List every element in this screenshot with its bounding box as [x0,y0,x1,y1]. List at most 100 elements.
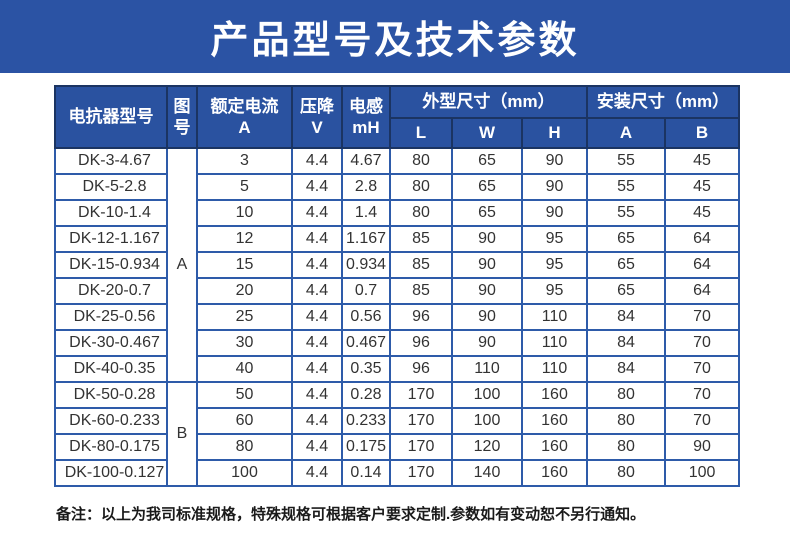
cell-B: 70 [664,355,741,383]
cell-inductance: 0.28 [341,381,391,409]
cell-B: 100 [664,459,741,487]
cell-current: 25 [196,303,293,331]
cell-vdrop: 4.4 [291,173,343,201]
rated-current-label: 额定电流 [210,96,279,116]
col-header-rated-current: 额定电流 A [196,85,293,149]
cell-A: 65 [586,225,667,253]
cell-current: 60 [196,407,293,435]
header-row-1: 电抗器型号 图号 额定电流 A 压降 V 电感 mH 外型尺寸（mm） 安装尺寸… [54,85,741,149]
cell-H: 160 [520,459,589,487]
cell-B: 45 [664,199,741,227]
cell-vdrop: 4.4 [291,329,343,357]
cell-L: 85 [389,251,453,279]
cell-B: 64 [664,277,741,305]
cell-current: 50 [196,381,293,409]
cell-model: DK-100-0.127 [54,459,168,487]
cell-H: 90 [520,199,589,227]
cell-B: 64 [664,225,741,253]
cell-model: DK-10-1.4 [54,199,168,227]
cell-current: 15 [196,251,293,279]
cell-H: 160 [520,381,589,409]
cell-H: 95 [520,225,589,253]
cell-model: DK-5-2.8 [54,173,168,201]
cell-current: 40 [196,355,293,383]
col-header-B: B [664,117,741,149]
cell-inductance: 0.35 [341,355,391,383]
cell-A: 80 [586,433,667,461]
cell-model: DK-3-4.67 [54,147,168,175]
col-header-A: A [586,117,667,149]
col-header-voltage-drop: 压降 V [291,85,343,149]
cell-W: 120 [451,433,523,461]
cell-current: 10 [196,199,293,227]
cell-A: 84 [586,303,667,331]
cell-W: 90 [451,329,523,357]
cell-inductance: 0.467 [341,329,391,357]
cell-L: 170 [389,407,453,435]
table-row: DK-25-0.56 25 4.4 0.56 96 90 110 84 70 [54,303,741,331]
table-row: DK-12-1.167 12 4.4 1.167 85 90 95 65 64 [54,225,741,253]
cell-A: 65 [586,277,667,305]
cell-H: 90 [520,147,589,175]
cell-B: 70 [664,407,741,435]
cell-B: 70 [664,303,741,331]
cell-L: 170 [389,381,453,409]
cell-A: 55 [586,199,667,227]
cell-H: 160 [520,433,589,461]
cell-model: DK-80-0.175 [54,433,168,461]
cell-inductance: 0.7 [341,277,391,305]
cell-current: 12 [196,225,293,253]
col-header-L: L [389,117,453,149]
cell-L: 96 [389,355,453,383]
col-header-mount-dims: 安装尺寸（mm） [586,85,741,119]
cell-vdrop: 4.4 [291,251,343,279]
table-row: DK-15-0.934 15 4.4 0.934 85 90 95 65 64 [54,251,741,279]
cell-B: 64 [664,251,741,279]
cell-inductance: 1.167 [341,225,391,253]
spec-table: 电抗器型号 图号 额定电流 A 压降 V 电感 mH 外型尺寸（mm） 安装尺寸… [54,85,741,487]
cell-model: DK-40-0.35 [54,355,168,383]
cell-current: 3 [196,147,293,175]
cell-model: DK-60-0.233 [54,407,168,435]
cell-inductance: 0.14 [341,459,391,487]
cell-B: 70 [664,381,741,409]
cell-vdrop: 4.4 [291,277,343,305]
cell-H: 160 [520,407,589,435]
cell-W: 100 [451,407,523,435]
remark-note: 备注：以上为我司标准规格，特殊规格可根据客户要求定制.参数如有变动恕不另行通知。 [56,506,646,523]
cell-L: 80 [389,173,453,201]
table-row: DK-80-0.175 80 4.4 0.175 170 120 160 80 … [54,433,741,461]
cell-model: DK-30-0.467 [54,329,168,357]
table-row: DK-10-1.4 10 4.4 1.4 80 65 90 55 45 [54,199,741,227]
cell-W: 140 [451,459,523,487]
cell-vdrop: 4.4 [291,147,343,175]
cell-A: 55 [586,173,667,201]
cell-model: DK-25-0.56 [54,303,168,331]
table-row: DK-50-0.28 B 50 4.4 0.28 170 100 160 80 … [54,381,741,487]
table-row: DK-3-4.67 A 3 4.4 4.67 80 65 90 55 45 [54,147,741,383]
table-row: DK-100-0.127 100 4.4 0.14 170 140 160 80… [54,459,741,487]
header-row-2: L W H A B [55,117,741,149]
table-row: DK-30-0.467 30 4.4 0.467 96 90 110 84 70 [54,329,741,357]
inductance-unit: mH [352,118,380,137]
cell-current: 5 [196,173,293,201]
cell-inductance: 2.8 [341,173,391,201]
cell-inductance: 1.4 [341,199,391,227]
cell-B: 45 [664,173,741,201]
table-row: DK-5-2.8 5 4.4 2.8 80 65 90 55 45 [54,173,741,201]
col-header-outer-dims: 外型尺寸（mm） [388,85,589,119]
cell-inductance: 0.934 [341,251,391,279]
cell-figure-group-b: B [166,381,198,487]
cell-H: 95 [520,277,589,305]
cell-L: 80 [389,147,453,175]
cell-W: 65 [451,199,523,227]
cell-W: 65 [451,147,523,175]
cell-W: 90 [451,225,523,253]
cell-B: 70 [664,329,741,357]
cell-inductance: 0.175 [341,433,391,461]
cell-L: 85 [389,277,453,305]
col-header-model: 电抗器型号 [54,85,168,149]
cell-H: 110 [520,355,589,383]
cell-B: 45 [664,147,741,175]
cell-figure-group-a: A [166,147,198,383]
